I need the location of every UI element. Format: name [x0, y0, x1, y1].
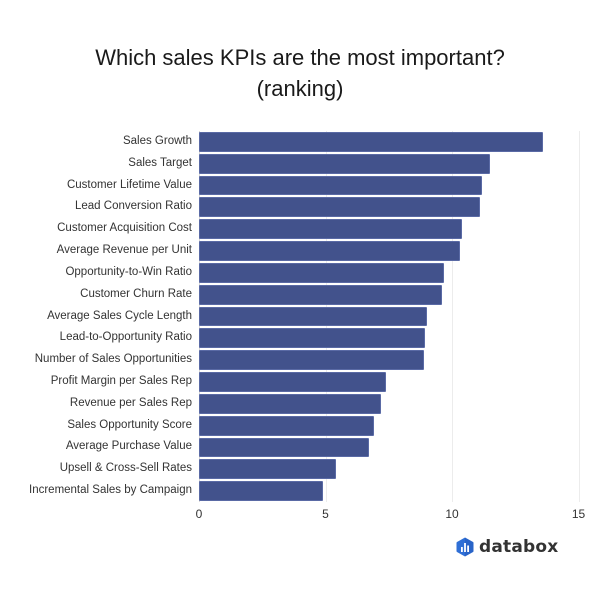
- category-label: Customer Acquisition Cost: [57, 222, 192, 235]
- category-label: Revenue per Sales Rep: [69, 396, 192, 409]
- category-label: Sales Growth: [122, 134, 192, 147]
- bar[interactable]: [199, 350, 425, 371]
- bar-row: [199, 240, 579, 262]
- bar-row: [199, 218, 579, 240]
- bar[interactable]: [199, 393, 382, 414]
- bar-row: [199, 306, 579, 328]
- bar[interactable]: [199, 437, 369, 458]
- category-label: Lead-to-Opportunity Ratio: [59, 331, 192, 344]
- category-label: Lead Conversion Ratio: [75, 200, 192, 213]
- bar-row: [199, 327, 579, 349]
- databox-logo-icon: [456, 537, 474, 557]
- bar-row: [199, 458, 579, 480]
- bar[interactable]: [199, 132, 544, 152]
- bar[interactable]: [199, 459, 336, 480]
- bar-row: [199, 196, 579, 218]
- gridline: [452, 131, 453, 502]
- category-label: Upsell & Cross-Sell Rates: [59, 462, 192, 475]
- bar-row: [199, 437, 579, 459]
- bar[interactable]: [199, 415, 374, 436]
- bar-row: [199, 153, 579, 175]
- bar-row: [199, 175, 579, 197]
- bar[interactable]: [199, 262, 445, 283]
- bar[interactable]: [199, 328, 426, 349]
- category-label: Average Revenue per Unit: [56, 244, 192, 257]
- gridline: [578, 131, 580, 502]
- x-tick-label: 15: [571, 507, 586, 521]
- bar-row: [199, 262, 579, 284]
- bar[interactable]: [199, 197, 480, 218]
- category-label: Customer Lifetime Value: [66, 178, 192, 191]
- chart-subtitle: (ranking): [256, 76, 344, 101]
- bar-row: [199, 131, 579, 153]
- x-tick-label: 5: [322, 507, 329, 521]
- bar[interactable]: [199, 372, 387, 392]
- category-label: Opportunity-to-Win Ratio: [65, 265, 192, 278]
- bar[interactable]: [199, 175, 483, 196]
- chart-title-main: Which sales KPIs are the most important?: [95, 45, 505, 70]
- category-label: Average Sales Cycle Length: [47, 309, 192, 322]
- bar-row: [199, 393, 579, 415]
- bar[interactable]: [199, 306, 427, 327]
- bar-row: [199, 480, 579, 502]
- category-label: Incremental Sales by Campaign: [29, 484, 192, 497]
- category-label: Number of Sales Opportunities: [34, 353, 192, 366]
- bar[interactable]: [199, 219, 463, 240]
- category-label: Average Purchase Value: [65, 440, 192, 453]
- bar-row: [199, 371, 579, 393]
- bar-row: [199, 349, 579, 371]
- databox-logo: databox: [456, 537, 558, 557]
- bar-row: [199, 415, 579, 437]
- databox-logo-text: databox: [479, 537, 559, 557]
- category-label: Sales Target: [128, 156, 192, 169]
- plot-area: [199, 131, 580, 502]
- category-label: Profit Margin per Sales Rep: [50, 374, 192, 387]
- x-tick-label: 0: [195, 507, 203, 521]
- category-label: Customer Churn Rate: [80, 287, 192, 300]
- bar[interactable]: [199, 284, 442, 305]
- category-label: Sales Opportunity Score: [67, 418, 192, 431]
- x-tick-label: 10: [445, 507, 459, 521]
- bar[interactable]: [199, 153, 490, 174]
- bar[interactable]: [199, 241, 460, 261]
- bar[interactable]: [199, 481, 323, 501]
- chart-title: Which sales KPIs are the most important?…: [0, 42, 600, 104]
- bar-row: [199, 284, 579, 306]
